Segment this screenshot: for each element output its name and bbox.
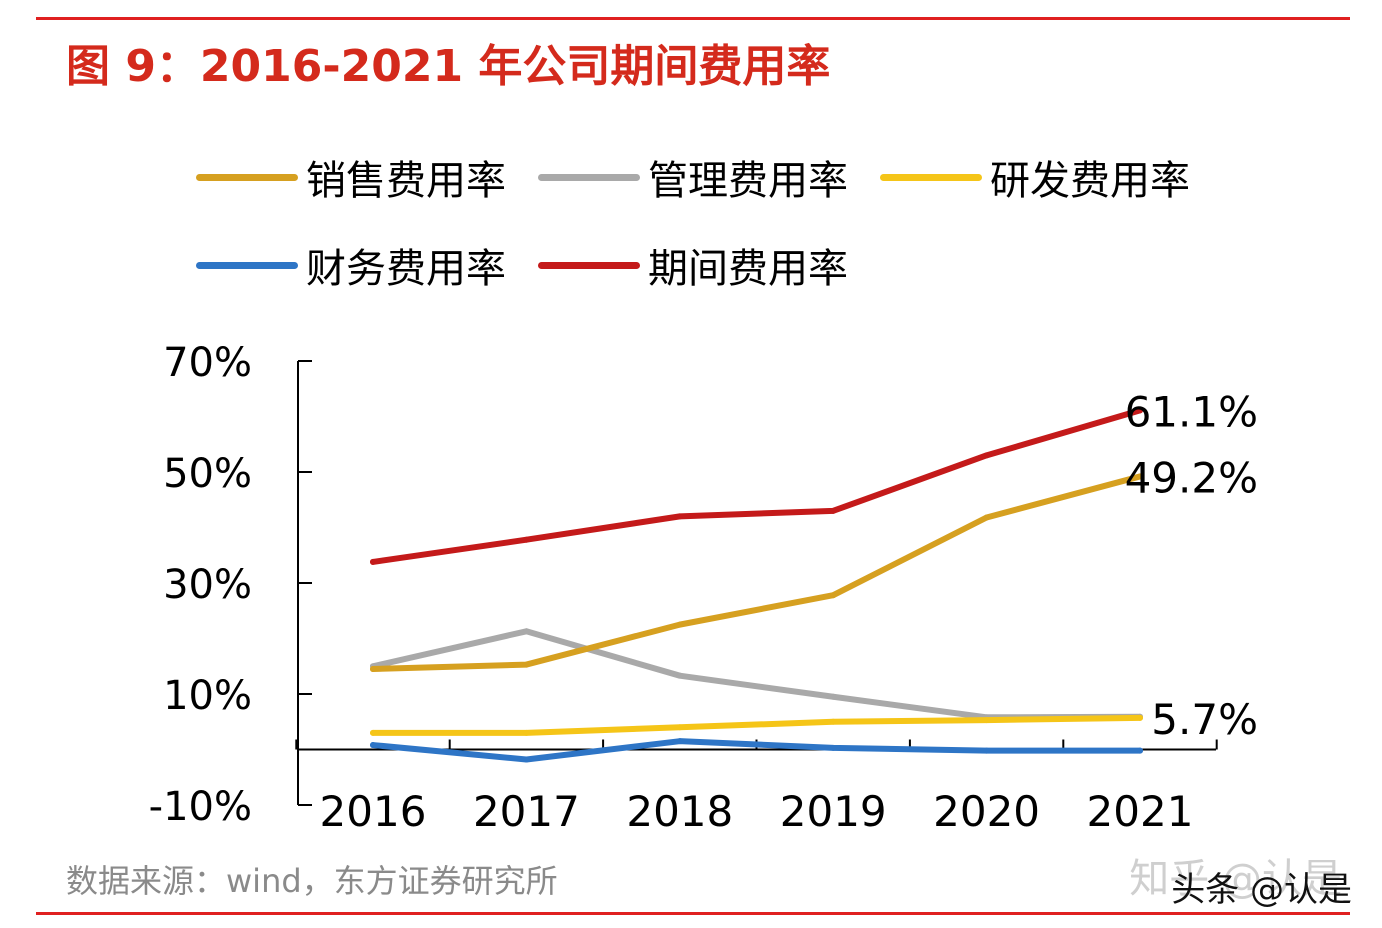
series-point xyxy=(523,661,530,668)
y-tick-label: 50% xyxy=(163,451,252,497)
series-point xyxy=(523,628,530,635)
series-line-2 xyxy=(370,714,1143,736)
series-point xyxy=(983,747,990,754)
y-tick-label: 10% xyxy=(163,673,252,719)
series-point xyxy=(523,756,530,763)
series-point xyxy=(676,738,683,745)
series-point xyxy=(830,744,837,751)
series-point xyxy=(523,536,530,543)
series-point xyxy=(830,693,837,700)
series-line-0 xyxy=(370,473,1143,673)
watermark-zhihu: 知乎 @认是 xyxy=(1129,856,1342,902)
legend-item-period: 期间费用率 xyxy=(538,236,848,294)
legend-label-period: 期间费用率 xyxy=(648,246,848,292)
series-point xyxy=(370,558,376,565)
x-tick-label-2021: 2021 xyxy=(1087,787,1194,836)
series-point xyxy=(1137,714,1143,721)
x-tick-label-2017: 2017 xyxy=(473,787,580,836)
legend-item-admin: 管理费用率 xyxy=(538,148,848,206)
series-point xyxy=(1137,407,1143,414)
series-point xyxy=(1137,473,1143,480)
series-line-1 xyxy=(370,628,1143,721)
data-label: 49.2% xyxy=(1125,453,1258,502)
x-tick-label-2016: 2016 xyxy=(320,787,427,836)
bottom-rule xyxy=(36,912,1350,915)
legend-label-sales: 销售费用率 xyxy=(306,158,506,204)
data-label: 5.7% xyxy=(1151,695,1258,744)
legend-label-admin: 管理费用率 xyxy=(648,158,848,204)
x-tick-label-2019: 2019 xyxy=(780,787,887,836)
x-tick-label-2020: 2020 xyxy=(933,787,1040,836)
series-point xyxy=(676,724,683,731)
y-tick-label: 70% xyxy=(163,340,252,386)
legend-label-rnd: 研发费用率 xyxy=(990,158,1190,204)
legend-swatch-finance xyxy=(196,261,298,269)
legend-item-finance: 财务费用率 xyxy=(196,236,506,294)
y-tick-label: 30% xyxy=(163,562,252,608)
series-point xyxy=(370,729,376,736)
series-point xyxy=(676,672,683,679)
legend-swatch-sales xyxy=(196,173,298,181)
series-point xyxy=(523,729,530,736)
x-tick-label-2018: 2018 xyxy=(626,787,733,836)
series-point xyxy=(370,666,376,673)
legend-swatch-period xyxy=(538,261,640,269)
legend-item-sales: 销售费用率 xyxy=(196,148,506,206)
data-label: 61.1% xyxy=(1125,387,1258,436)
series-point xyxy=(676,513,683,520)
legend-swatch-admin xyxy=(538,173,640,181)
data-source: 数据来源：wind，东方证券研究所 xyxy=(66,862,558,900)
series-point xyxy=(830,592,837,599)
legend-label-finance: 财务费用率 xyxy=(306,246,506,292)
series-line-3 xyxy=(370,738,1143,763)
series-point xyxy=(983,514,990,521)
chart-title: 图 9：2016-2021 年公司期间费用率 xyxy=(66,41,831,92)
y-tick-label: -10% xyxy=(149,784,252,830)
series-line-4 xyxy=(370,407,1143,565)
series-point xyxy=(830,507,837,514)
series-point xyxy=(983,452,990,459)
legend-swatch-rnd xyxy=(880,173,982,181)
legend-item-rnd: 研发费用率 xyxy=(880,148,1190,206)
series-point xyxy=(1137,747,1143,754)
top-rule xyxy=(36,17,1350,20)
series-point xyxy=(983,717,990,724)
series-point xyxy=(676,621,683,628)
series-point xyxy=(370,742,376,749)
watermark-toutiao: 头条 @认是 xyxy=(1171,870,1352,910)
series-point xyxy=(830,718,837,725)
